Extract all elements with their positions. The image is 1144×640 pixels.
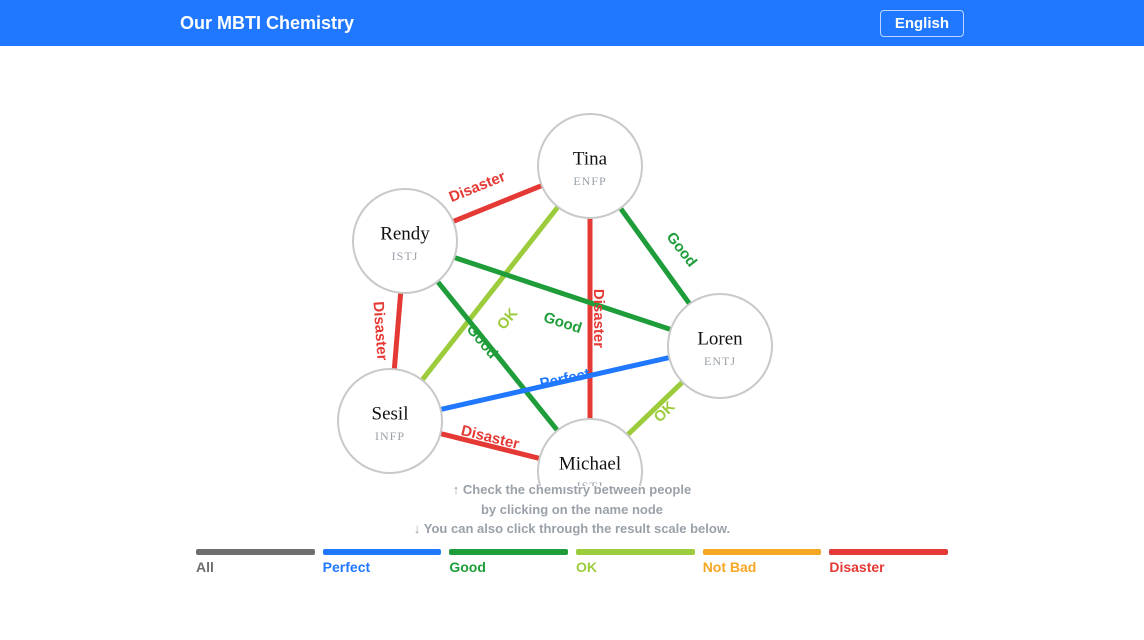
node-mbti: ISTJ bbox=[577, 479, 604, 486]
hint-line-3: ↓ You can also click through the result … bbox=[0, 519, 1144, 539]
edge-label-tina-loren: Good bbox=[663, 229, 701, 270]
legend-label: Not Bad bbox=[703, 559, 822, 575]
legend-bar bbox=[196, 549, 315, 555]
edge-label-loren-michael: OK bbox=[651, 398, 679, 426]
legend-bar bbox=[703, 549, 822, 555]
legend-bar bbox=[576, 549, 695, 555]
node-loren[interactable]: Loren ENTJ bbox=[668, 294, 772, 398]
node-sesil[interactable]: Sesil INFP bbox=[338, 369, 442, 473]
legend-item-ok[interactable]: OK bbox=[576, 549, 695, 575]
legend-label: All bbox=[196, 559, 315, 575]
node-mbti: INFP bbox=[375, 429, 405, 443]
legend-label: Perfect bbox=[323, 559, 442, 575]
node-tina[interactable]: Tina ENFP bbox=[538, 114, 642, 218]
header-bar: Our MBTI Chemistry English bbox=[0, 0, 1144, 46]
node-name: Sesil bbox=[372, 403, 409, 424]
edge-label-rendy-loren: Good bbox=[541, 309, 583, 337]
hint-text: ↑ Check the chemistry between people by … bbox=[0, 480, 1144, 539]
legend-item-all[interactable]: All bbox=[196, 549, 315, 575]
node-mbti: ISTJ bbox=[392, 249, 419, 263]
edge-label-rendy-michael: Good bbox=[463, 321, 501, 362]
legend-item-good[interactable]: Good bbox=[449, 549, 568, 575]
legend-bar bbox=[829, 549, 948, 555]
legend-label: OK bbox=[576, 559, 695, 575]
node-rendy[interactable]: Rendy ISTJ bbox=[353, 189, 457, 293]
diagram-svg: DisasterGoodDisasterOKDisasterGoodGoodPe… bbox=[0, 46, 1144, 486]
legend-bar bbox=[449, 549, 568, 555]
legend-item-not-bad[interactable]: Not Bad bbox=[703, 549, 822, 575]
legend-label: Good bbox=[449, 559, 568, 575]
edge-label-tina-michael: Disaster bbox=[590, 289, 607, 348]
edge-label-sesil-loren: Perfect bbox=[538, 365, 591, 392]
node-name: Loren bbox=[697, 328, 743, 349]
hint-line-2: by clicking on the name node bbox=[0, 500, 1144, 520]
legend-item-perfect[interactable]: Perfect bbox=[323, 549, 442, 575]
chemistry-diagram: DisasterGoodDisasterOKDisasterGoodGoodPe… bbox=[0, 46, 1144, 486]
legend-label: Disaster bbox=[829, 559, 948, 575]
node-name: Tina bbox=[573, 148, 608, 169]
node-mbti: ENFP bbox=[573, 174, 606, 188]
edge-rendy-sesil[interactable] bbox=[394, 293, 400, 369]
node-name: Rendy bbox=[380, 223, 430, 244]
node-mbti: ENTJ bbox=[704, 354, 736, 368]
language-button[interactable]: English bbox=[880, 10, 964, 37]
edge-label-tina-sesil: OK bbox=[494, 305, 522, 333]
node-name: Michael bbox=[559, 453, 621, 474]
page-title: Our MBTI Chemistry bbox=[180, 13, 354, 34]
legend: All Perfect Good OK Not Bad Disaster bbox=[192, 549, 952, 575]
edge-label-rendy-sesil: Disaster bbox=[369, 301, 390, 361]
legend-bar bbox=[323, 549, 442, 555]
legend-item-disaster[interactable]: Disaster bbox=[829, 549, 948, 575]
